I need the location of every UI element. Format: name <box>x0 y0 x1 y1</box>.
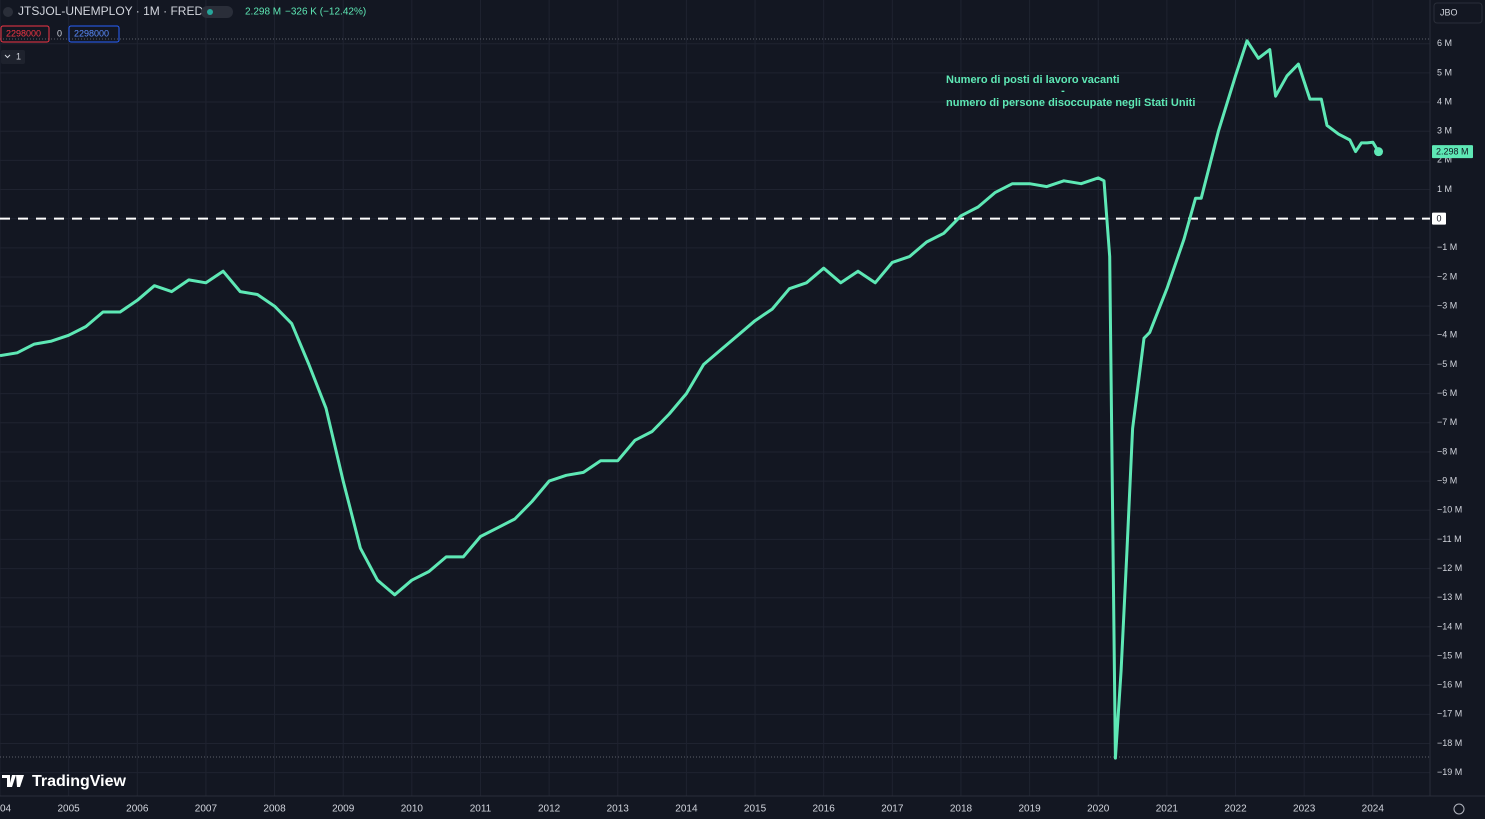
y-tick-label: 1 M <box>1437 184 1452 194</box>
x-tick-label: 2023 <box>1293 804 1316 815</box>
symbol[interactable]: JTSJOL-UNEMPLOY · 1M · FRED <box>18 4 203 18</box>
input-low[interactable]: 2298000 <box>6 28 41 38</box>
last-value: 2.298 M <box>245 7 281 18</box>
y-tick-label: −2 M <box>1437 271 1457 281</box>
chevron <box>4 54 11 59</box>
x-tick-label: 2018 <box>950 804 973 815</box>
y-tick-label: −17 M <box>1437 709 1462 719</box>
x-tick-label: 2011 <box>470 804 492 815</box>
input-mid[interactable]: 0 <box>57 28 62 38</box>
y-tick-label: −6 M <box>1437 388 1457 398</box>
y-tick-label: −16 M <box>1437 680 1462 690</box>
x-tick-label: 2016 <box>813 804 836 815</box>
y-tick-label: 2 M <box>1437 155 1452 165</box>
status-dot <box>207 9 213 15</box>
grid <box>0 0 1430 796</box>
annotation: - <box>1061 85 1065 97</box>
y-tick-label: −8 M <box>1437 446 1457 456</box>
y-tick-label: 3 M <box>1437 126 1452 136</box>
x-tick-label: 2007 <box>195 804 218 815</box>
y-tick-label: −7 M <box>1437 417 1457 427</box>
x-tick-label: 2015 <box>744 804 767 815</box>
x-tick-label: 2004 <box>0 804 12 815</box>
x-tick-label: 2014 <box>675 804 698 815</box>
zero-label-box <box>1432 212 1446 225</box>
symbol-icon <box>3 7 13 17</box>
y-tick-label: −13 M <box>1437 592 1462 602</box>
corner-label[interactable]: JBO <box>1440 7 1458 17</box>
x-tick-label: 2008 <box>263 804 286 815</box>
change: −326 K (−12.42%) <box>285 7 366 18</box>
y-tick-label: −1 M <box>1437 242 1457 252</box>
x-tick-label: 2010 <box>401 804 424 815</box>
corner-box[interactable] <box>1433 2 1483 24</box>
annotation: Numero di posti di lavoro vacanti <box>946 74 1120 86</box>
x-tick-label: 2009 <box>332 804 355 815</box>
last-label: 2.298 M <box>1436 147 1469 157</box>
y-tick-label: −15 M <box>1437 650 1462 660</box>
y-tick-label: 0 <box>1436 214 1441 224</box>
series-line <box>0 39 1380 760</box>
marks <box>0 39 1430 760</box>
input-box[interactable] <box>68 25 120 43</box>
x-tick-label: 2005 <box>58 804 81 815</box>
last-point <box>1374 147 1384 157</box>
collapse-button[interactable] <box>1 50 25 64</box>
x-tick-label: 2022 <box>1224 804 1247 815</box>
x-tick-label: 2017 <box>881 804 904 815</box>
x-tick-label: 2024 <box>1362 804 1385 815</box>
x-tick-label: 2020 <box>1087 804 1110 815</box>
y-tick-label: −5 M <box>1437 359 1457 369</box>
y-tick-label: −14 M <box>1437 621 1462 631</box>
count: 1 <box>16 51 21 61</box>
x-tick-label: 2006 <box>126 804 149 815</box>
x-tick-label: 2019 <box>1018 804 1041 815</box>
input-high[interactable]: 2298000 <box>74 28 109 38</box>
annotation: numero di persone disoccupate negli Stat… <box>946 97 1195 109</box>
y-tick-label: −10 M <box>1437 505 1462 515</box>
x-tick-label: 2021 <box>1156 804 1179 815</box>
last-label-box <box>1432 145 1473 159</box>
y-tick-label: 6 M <box>1437 38 1452 48</box>
logo-mark <box>2 775 24 787</box>
x-tick-label: 2012 <box>538 804 561 815</box>
y-tick-label: 5 M <box>1437 67 1452 77</box>
y-tick-label: −4 M <box>1437 330 1457 340</box>
input-box[interactable] <box>0 25 50 43</box>
y-tick-label: −9 M <box>1437 475 1457 485</box>
logo: TradingView <box>32 773 127 790</box>
y-tick-label: −19 M <box>1437 767 1462 777</box>
y-tick-label: −12 M <box>1437 563 1462 573</box>
status-pill <box>201 6 233 18</box>
y-tick-label: −11 M <box>1437 534 1462 544</box>
y-tick-label: −3 M <box>1437 301 1457 311</box>
y-tick-label: −18 M <box>1437 738 1462 748</box>
x-tick-label: 2013 <box>607 804 630 815</box>
labels: 6 M 5 M 4 M 3 M 2 M 1 M 0 −1 M −2 M −3 M −4 M −5 M −… <box>0 38 1473 815</box>
y-tick-label: 4 M <box>1437 96 1452 106</box>
settings-icon[interactable] <box>1453 803 1465 815</box>
